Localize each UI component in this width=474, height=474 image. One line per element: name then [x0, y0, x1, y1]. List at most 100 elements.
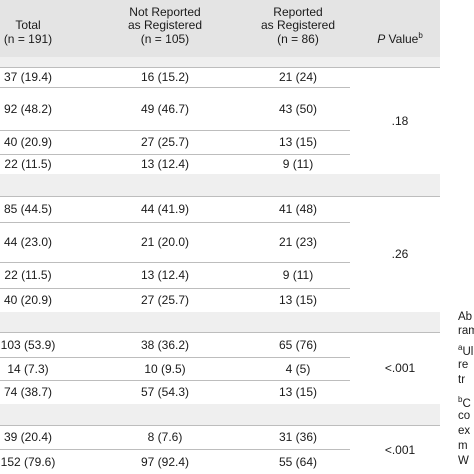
- group-band: [0, 174, 440, 196]
- p-rest: Value: [385, 31, 419, 46]
- table-cell: 44 (23.0): [3, 235, 53, 249]
- rule: [0, 262, 350, 263]
- rule: [0, 87, 350, 88]
- table-cell: 40 (20.9): [3, 135, 53, 149]
- group-band: [0, 312, 440, 332]
- table-cell: 27 (25.7): [140, 135, 190, 149]
- side-note: bC: [458, 395, 471, 410]
- table-cell: 13 (15): [278, 385, 318, 399]
- column-header: Reported as Registered (n = 86): [260, 4, 336, 47]
- table-cell: 85 (44.5): [3, 202, 53, 216]
- p-italic: P: [377, 31, 386, 46]
- header: Total (n = 191) Not Reported as Registered(…: [0, 0, 440, 46]
- rule: [0, 67, 440, 68]
- header-line: (n = 86): [277, 31, 319, 46]
- rule: [0, 425, 440, 426]
- note-text: m: [458, 440, 468, 452]
- table-cell: 9 (11): [282, 157, 314, 171]
- header-line: (n = 191): [3, 31, 53, 46]
- header-band: [0, 0, 440, 57]
- side-note: aUl: [458, 343, 473, 358]
- table-cell: 43 (50): [278, 101, 318, 116]
- p-value: .18: [391, 113, 409, 128]
- table-cell: 21 (24): [278, 70, 318, 84]
- header-line: as Registered: [127, 18, 203, 32]
- table-cell: 21 (23): [278, 235, 318, 249]
- table-cell: 4 (5): [285, 361, 311, 376]
- table-cell: 97 (92.4): [140, 454, 190, 469]
- table-cell: 40 (20.9): [3, 293, 53, 307]
- table-cell: 27 (25.7): [140, 293, 190, 307]
- note-sup: a: [458, 343, 463, 352]
- table-cell: 13 (12.4): [140, 157, 190, 171]
- table-cell: 9 (11): [282, 268, 314, 282]
- table-cell: 13 (15): [278, 135, 318, 149]
- p-value-header: P Valueb: [377, 29, 423, 47]
- table-cell: 57 (54.3): [140, 385, 190, 399]
- note-text: Ab: [458, 311, 473, 323]
- table-cell: 10 (9.5): [144, 361, 186, 376]
- table-cell: 103 (53.9): [0, 337, 56, 352]
- table-cell: 22 (11.5): [4, 268, 52, 282]
- table-cell: 16 (15.2): [140, 70, 190, 84]
- side-note: co: [458, 410, 470, 422]
- side-note: re: [458, 359, 468, 371]
- header-line: Not Reported: [129, 4, 201, 19]
- rule: [0, 380, 350, 381]
- table-cell: 37 (19.4): [3, 70, 53, 84]
- table-cell: 92 (48.2): [3, 101, 53, 116]
- rule: [0, 332, 440, 333]
- rule: [0, 222, 350, 223]
- table-cell: 38 (36.2): [140, 337, 190, 352]
- rule: [0, 449, 350, 450]
- table-cell: 55 (64): [278, 454, 318, 469]
- side-note: ex: [458, 425, 470, 437]
- rule: [0, 154, 350, 155]
- p-value: <.001: [384, 442, 416, 457]
- rule: [0, 130, 350, 131]
- note-text: re: [458, 359, 469, 371]
- table-cell: 21 (20.0): [140, 235, 190, 249]
- side-note: Ab: [458, 311, 472, 323]
- table-cell: 65 (76): [278, 337, 318, 352]
- table-cell: 41 (48): [278, 202, 318, 216]
- header-line: (n = 105): [140, 31, 190, 46]
- table-cell: 49 (46.7): [140, 101, 190, 116]
- p-value: .26: [391, 247, 409, 261]
- note-text: C: [462, 397, 471, 410]
- side-note: ram: [458, 325, 474, 337]
- table-cell: 44 (41.9): [140, 202, 190, 216]
- note-text: tr: [458, 374, 466, 386]
- p-value: <.001: [384, 361, 416, 375]
- table-cell: 152 (79.6): [0, 454, 56, 469]
- header-line: as Registered: [260, 18, 336, 32]
- group-band: [0, 57, 440, 67]
- rule: [0, 196, 440, 197]
- note-text: W: [458, 455, 469, 467]
- table-cell: 39 (20.4): [3, 430, 53, 444]
- note-text: ram: [458, 325, 474, 337]
- table-cell: 31 (36): [278, 430, 318, 444]
- side-note: m: [458, 440, 468, 452]
- table-cell: 13 (12.4): [140, 268, 190, 282]
- table-cell: 13 (15): [278, 293, 318, 307]
- note-text: ex: [458, 425, 471, 437]
- note-text: Ul: [462, 345, 474, 358]
- table-cell: 8 (7.6): [147, 430, 183, 444]
- table-cell: 22 (11.5): [4, 157, 52, 171]
- p-sup: b: [418, 30, 423, 40]
- table-cell: 14 (7.3): [7, 361, 49, 376]
- note-text: co: [458, 410, 471, 422]
- rule: [0, 288, 350, 289]
- note-sup: b: [458, 395, 463, 404]
- rule: [0, 357, 350, 358]
- side-note: W: [458, 455, 469, 467]
- column-header: Total (n = 191): [3, 18, 53, 46]
- side-note: tr: [458, 374, 465, 386]
- column-header: Not Reported as Registered (n = 105): [127, 4, 203, 47]
- table-cell: 74 (38.7): [3, 385, 53, 399]
- group-band: [0, 404, 440, 425]
- header-line: Reported: [273, 4, 323, 19]
- header-line: Total: [15, 18, 41, 32]
